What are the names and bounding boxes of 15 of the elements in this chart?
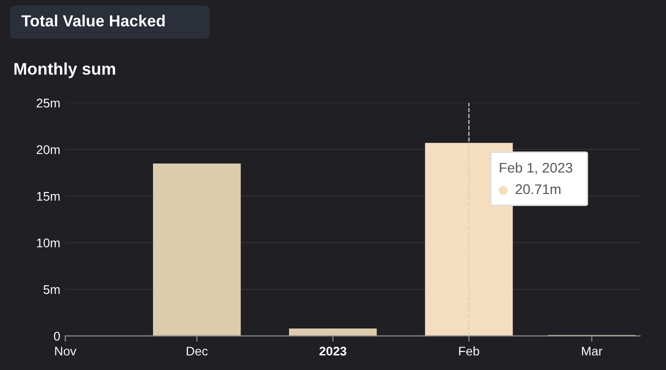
y-tick-label: 25m (36, 98, 60, 108)
x-tick-label: Nov (55, 346, 76, 356)
annotation: Feb 1, 2023 (500, 162, 572, 174)
x-tick-label: 2023 (319, 346, 346, 356)
y-tick-label: 15m (37, 192, 60, 201)
x-tick-label: Mar (582, 346, 602, 356)
y-tick-label: 0 (54, 332, 60, 341)
y-tick-label: 20m (36, 145, 60, 154)
chart-title: Total Value Hacked (21, 14, 165, 26)
y-tick-label: 10m (37, 238, 60, 248)
x-tick-label: Dec (186, 346, 208, 356)
annotation: 20.71m (516, 184, 560, 194)
chart-subtitle: Monthly sum (14, 62, 116, 78)
y-tick-label: 5m (44, 285, 60, 294)
x-tick-label: Feb (459, 346, 480, 356)
